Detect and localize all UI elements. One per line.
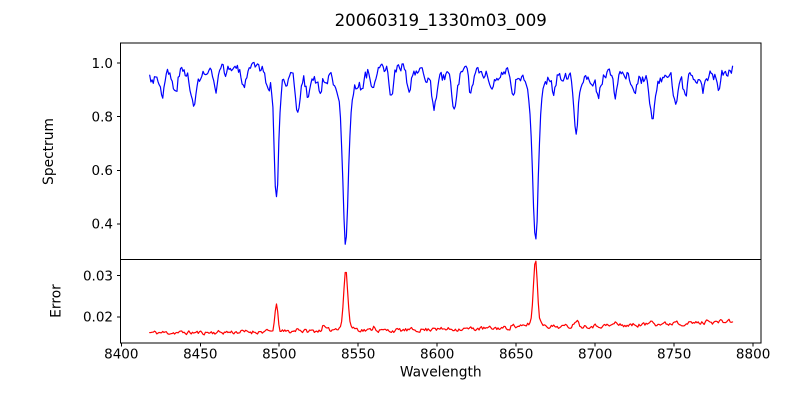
x-tick-label: 8550 [341,347,375,363]
error-y-axis-label: Error [49,284,65,318]
x-tick-label: 8600 [420,347,454,363]
error-y-tick-label: 0.02 [83,310,113,326]
x-axis-label: Wavelength [400,365,482,381]
spectrum-y-tick-label: 1.0 [92,56,113,72]
x-tick-label: 8500 [262,347,296,363]
spectrum-y-tick-label: 0.6 [92,163,113,179]
spectrum-line-series [149,61,734,245]
plot-area: 0.4 0.6 0.8 1.0 0.02 0.03 8400 8450 8500 8550 8600… [83,42,770,363]
error-panel-frame [120,259,762,344]
error-y-tick-label: 0.03 [83,268,113,284]
x-tick-label: 8400 [104,347,138,363]
error-line-series [149,260,734,336]
x-tick-label: 8800 [736,347,770,363]
x-tick-label: 8750 [657,347,691,363]
x-tick-label: 8450 [183,347,217,363]
x-tick-label: 8650 [499,347,533,363]
x-tick-label: 8700 [578,347,612,363]
spectrum-y-tick-label: 0.8 [92,109,113,125]
spectrum-y-tick-label: 0.4 [92,217,113,233]
spectrum-y-axis-label: Spectrum [41,118,57,185]
chart-title: 20060319_1330m03_009 [335,11,547,31]
